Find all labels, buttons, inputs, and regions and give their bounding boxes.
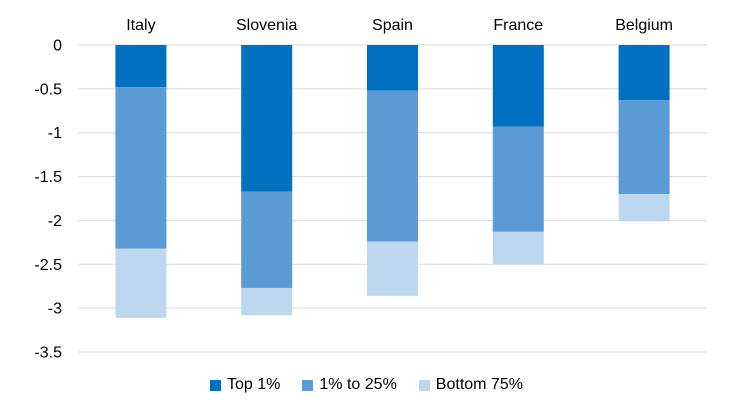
bar-segment [492,231,544,265]
bar-segment [115,45,167,88]
legend-item-1-to-25: 1% to 25% [302,376,397,394]
category-labels: Italy Slovenia Spain France Belgium [126,17,673,34]
y-tick-label: -3.5 [34,345,62,362]
legend-swatch-top-1 [210,379,222,391]
bar-segment [367,45,418,91]
legend-label-1-to-25: 1% to 25% [319,376,397,393]
legend-swatch-bottom-75 [418,379,430,391]
legend-swatch-1-to-25 [302,379,314,391]
y-tick-label: -3 [48,301,62,318]
bar-segment [241,287,293,316]
y-tick-label: 0 [53,38,62,55]
bar-segment [492,45,544,127]
bar-segment [115,248,167,318]
bar-segment [618,45,670,101]
y-tick-label: -1 [48,125,62,142]
category-label: Spain [372,17,413,34]
bar-segment [367,241,418,296]
legend-label-bottom-75: Bottom 75% [435,376,523,393]
bar-segment [241,191,293,288]
y-tick-label: -2.5 [34,257,62,274]
bar-segment [618,194,670,222]
bar-segment [492,126,544,232]
y-tick-label: -0.5 [34,81,62,98]
bars [115,45,670,318]
legend-item-bottom-75: Bottom 75% [418,376,523,394]
bar-segment [241,45,293,192]
y-tick-label: -1.5 [34,169,62,186]
legend-label-top-1: Top 1% [227,376,281,393]
category-label: Slovenia [236,17,297,34]
stacked-bar-chart: 0 -0.5 -1 -1.5 -2 -2.5 -3 -3.5 Italy Slovenia Spa… [34,17,707,362]
category-label: Belgium [615,17,673,34]
legend-item-top-1: Top 1% [210,376,280,394]
y-axis-tick-labels: 0 -0.5 -1 -1.5 -2 -2.5 -3 -3.5 [34,38,62,362]
bar-segment [367,90,418,242]
category-label: France [493,17,543,34]
legend: Top 1% 1% to 25% Bottom 75% [0,376,733,394]
bar-segment [115,87,167,249]
category-label: Italy [126,17,155,34]
y-tick-label: -2 [48,213,62,230]
bar-segment [618,100,670,195]
